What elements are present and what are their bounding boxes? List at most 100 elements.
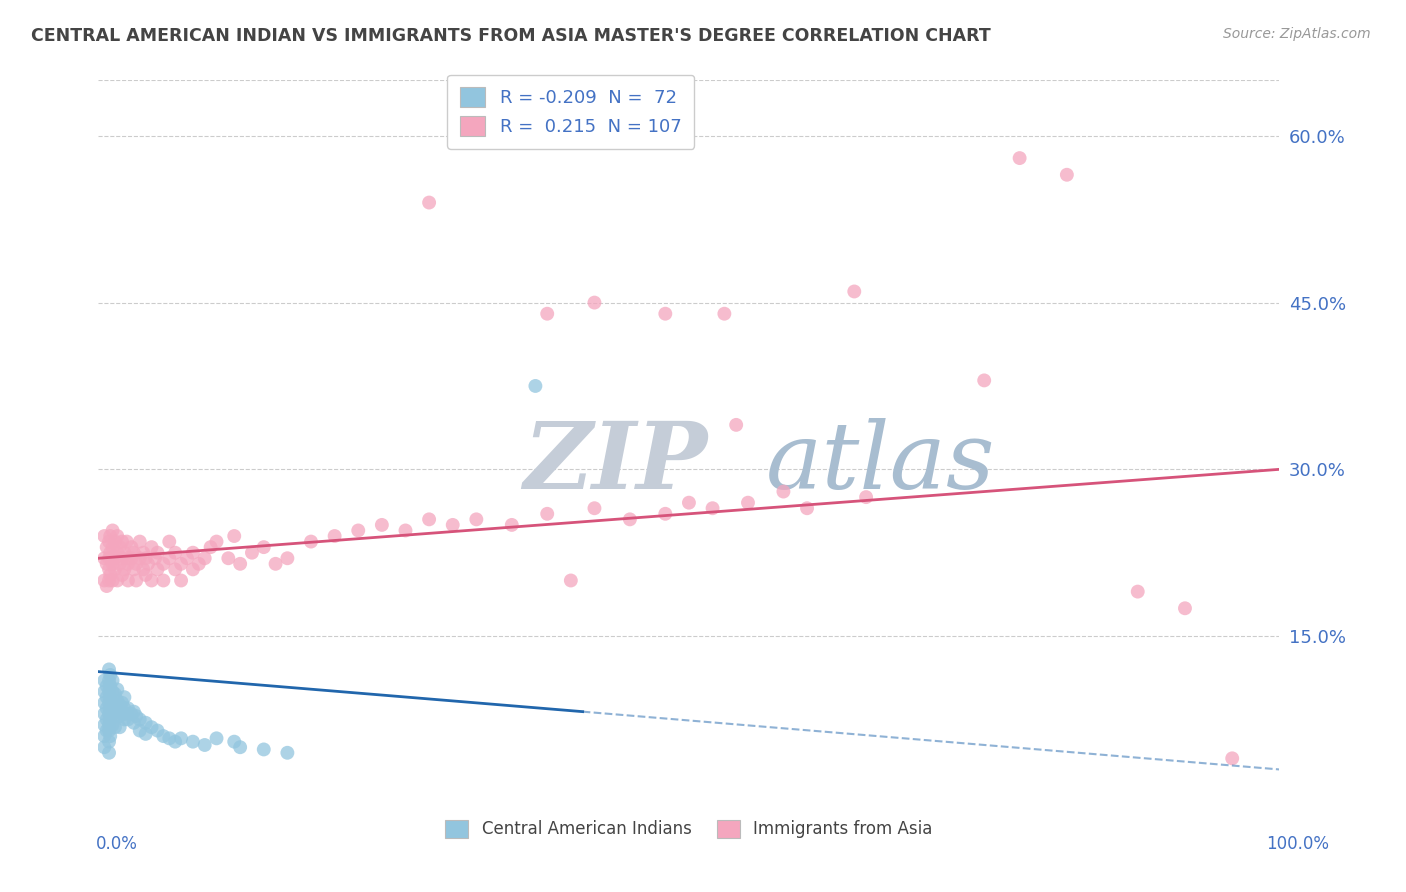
Point xyxy=(105,705,128,719)
Point xyxy=(678,496,700,510)
Point xyxy=(111,551,134,566)
Point xyxy=(115,706,138,721)
Point xyxy=(146,546,169,560)
Point xyxy=(165,546,187,560)
Point xyxy=(115,534,138,549)
Point xyxy=(654,507,676,521)
Point xyxy=(104,720,127,734)
Point xyxy=(772,484,794,499)
Point xyxy=(96,713,118,727)
Point xyxy=(560,574,582,588)
Point xyxy=(737,496,759,510)
Point xyxy=(101,557,124,571)
Point xyxy=(108,540,131,554)
Point xyxy=(104,551,127,566)
Point xyxy=(146,562,169,576)
Point xyxy=(323,529,346,543)
Point xyxy=(135,727,157,741)
Point xyxy=(125,574,148,588)
Point xyxy=(101,696,124,710)
Point xyxy=(98,746,121,760)
Point xyxy=(98,734,121,748)
Point xyxy=(240,546,263,560)
Point xyxy=(98,662,121,676)
Text: CENTRAL AMERICAN INDIAN VS IMMIGRANTS FROM ASIA MASTER'S DEGREE CORRELATION CHAR: CENTRAL AMERICAN INDIAN VS IMMIGRANTS FR… xyxy=(31,27,991,45)
Point xyxy=(98,713,121,727)
Point xyxy=(170,557,193,571)
Point xyxy=(1008,151,1031,165)
Point xyxy=(973,373,995,387)
Point xyxy=(205,731,228,746)
Point xyxy=(181,734,204,748)
Point xyxy=(136,557,159,571)
Text: 0.0%: 0.0% xyxy=(96,835,138,853)
Legend: Central American Indians, Immigrants from Asia: Central American Indians, Immigrants fro… xyxy=(439,813,939,845)
Point xyxy=(200,540,222,554)
Point xyxy=(702,501,724,516)
Point xyxy=(418,195,440,210)
Point xyxy=(98,529,121,543)
Point xyxy=(105,682,128,697)
Point xyxy=(1126,584,1149,599)
Point xyxy=(536,507,558,521)
Point xyxy=(128,723,150,738)
Text: atlas: atlas xyxy=(766,418,995,508)
Point xyxy=(125,709,148,723)
Point xyxy=(93,696,115,710)
Point xyxy=(583,501,606,516)
Point xyxy=(93,529,115,543)
Point xyxy=(418,512,440,526)
Point xyxy=(157,731,180,746)
Point xyxy=(135,568,157,582)
Point xyxy=(105,574,128,588)
Point xyxy=(93,574,115,588)
Point xyxy=(229,557,252,571)
Point xyxy=(98,706,121,721)
Point xyxy=(619,512,641,526)
Point xyxy=(855,490,877,504)
Point xyxy=(112,701,135,715)
Point xyxy=(299,534,322,549)
Point xyxy=(93,718,115,732)
Point xyxy=(108,698,131,712)
Point xyxy=(96,679,118,693)
Point xyxy=(253,742,276,756)
Point xyxy=(725,417,748,432)
Point xyxy=(98,551,121,566)
Point xyxy=(111,696,134,710)
Point xyxy=(112,713,135,727)
Point xyxy=(122,715,145,730)
Point xyxy=(104,534,127,549)
Point xyxy=(128,713,150,727)
Point xyxy=(157,534,180,549)
Point xyxy=(125,557,148,571)
Point xyxy=(187,557,209,571)
Point xyxy=(101,706,124,721)
Point xyxy=(122,705,145,719)
Point xyxy=(796,501,818,516)
Point xyxy=(101,684,124,698)
Point xyxy=(98,723,121,738)
Point xyxy=(117,701,139,715)
Point xyxy=(165,734,187,748)
Point xyxy=(128,534,150,549)
Point xyxy=(536,307,558,321)
Text: ZIP: ZIP xyxy=(523,418,707,508)
Point xyxy=(217,551,239,566)
Point xyxy=(394,524,416,538)
Point xyxy=(104,698,127,712)
Point xyxy=(501,517,523,532)
Point xyxy=(98,668,121,682)
Point xyxy=(101,524,124,538)
Point xyxy=(121,706,143,721)
Point xyxy=(93,673,115,688)
Point xyxy=(108,720,131,734)
Point xyxy=(135,551,157,566)
Point xyxy=(143,551,166,566)
Point xyxy=(713,307,735,321)
Point xyxy=(112,690,135,705)
Point xyxy=(98,562,121,576)
Point xyxy=(181,562,204,576)
Point xyxy=(105,546,128,560)
Point xyxy=(98,690,121,705)
